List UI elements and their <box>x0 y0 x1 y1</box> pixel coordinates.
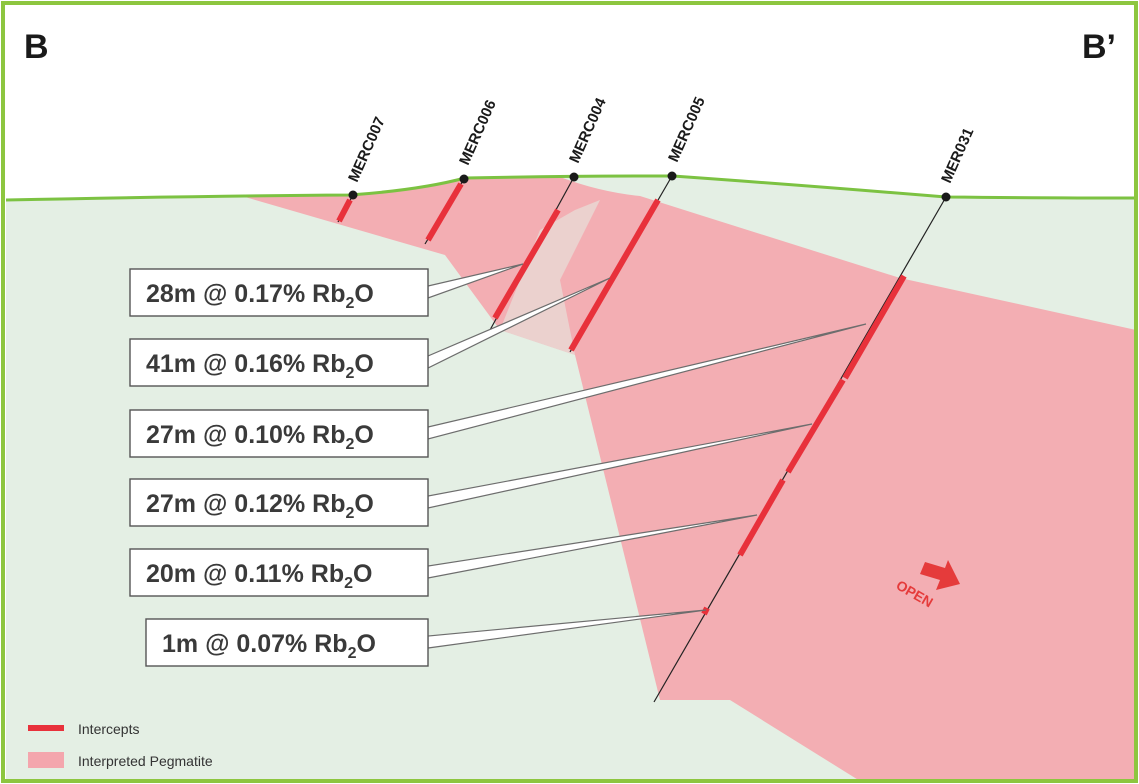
collar-merc005 <box>667 171 677 181</box>
callout-text: 27m @ 0.12% Rb2O <box>146 490 374 522</box>
callout-box <box>145 618 429 667</box>
section-end-label: B’ <box>1082 28 1116 66</box>
callout-text: 27m @ 0.10% Rb2O <box>146 421 374 453</box>
intercept-merc005 <box>568 198 661 352</box>
callout-text: 28m @ 0.17% Rb2O <box>146 280 374 312</box>
intercept-merc007 <box>336 198 353 223</box>
callout-text: 41m @ 0.16% Rb2O <box>146 350 374 382</box>
collar-merc004 <box>569 172 579 182</box>
collar-mer031 <box>941 192 951 202</box>
intercept-mer031-a <box>842 274 907 380</box>
callout-text: 1m @ 0.07% Rb2O <box>162 630 376 662</box>
legend-pegmatite-swatch <box>28 752 64 768</box>
callout-box <box>129 478 429 527</box>
callout-3: 27m @ 0.10% Rb2O <box>129 409 429 458</box>
intercept-mer031-c <box>737 478 786 557</box>
legend-intercept-swatch <box>28 725 64 731</box>
legend: Intercepts Interpreted Pegmatite <box>28 721 213 769</box>
callout-box <box>129 268 429 317</box>
callout-4: 27m @ 0.12% Rb2O <box>129 478 429 527</box>
intercept-merc004 <box>492 208 561 320</box>
callout-box <box>129 338 429 387</box>
collar-merc006 <box>459 174 469 184</box>
callout-1: 28m @ 0.17% Rb2O <box>129 268 429 317</box>
callout-6: 1m @ 0.07% Rb2O <box>145 618 429 667</box>
callout-pointers <box>427 263 867 649</box>
callout-5: 20m @ 0.11% Rb2O <box>129 548 429 597</box>
section-start-label: B <box>24 28 49 66</box>
intercept-merc006 <box>425 182 464 242</box>
intercept-mer031-d <box>701 606 710 616</box>
callout-text: 20m @ 0.11% Rb2O <box>146 560 372 592</box>
callout-box <box>129 548 429 597</box>
collars <box>348 171 951 202</box>
collar-merc007 <box>348 190 358 200</box>
callout-box <box>129 409 429 458</box>
legend-pegmatite-label: Interpreted Pegmatite <box>78 753 213 769</box>
pegmatite-body <box>245 177 1136 781</box>
callouts: 28m @ 0.17% Rb2O 41m @ 0.16% Rb2O 27m @ … <box>129 268 429 667</box>
open-arrow-icon <box>920 560 960 590</box>
callout-2: 41m @ 0.16% Rb2O <box>129 338 429 387</box>
intercept-mer031-b <box>785 378 846 474</box>
intercepts <box>336 182 907 616</box>
legend-intercepts-label: Intercepts <box>78 721 139 737</box>
